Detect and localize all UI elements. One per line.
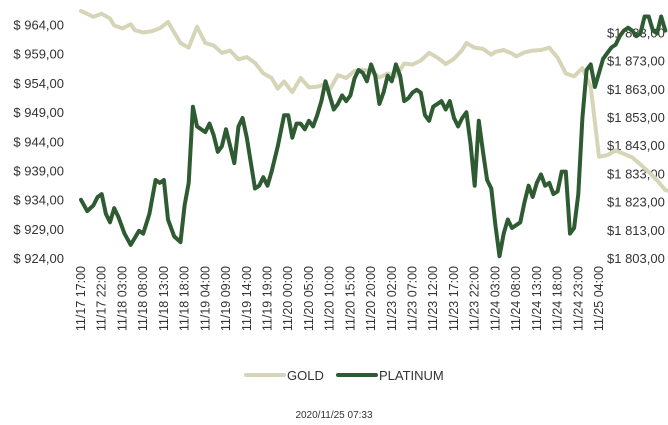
x-tick-label: 11/23 02:00 <box>385 266 399 331</box>
x-tick-label: 11/20 20:00 <box>364 266 378 331</box>
x-tick-label: 11/20 10:00 <box>323 266 337 331</box>
x-tick-label: 11/19 19:00 <box>260 266 274 331</box>
x-tick-label: 11/25 04:00 <box>592 266 606 331</box>
x-tick-label: 11/23 17:00 <box>447 266 461 331</box>
left-tick-label: $ 944,00 <box>13 134 64 149</box>
right-tick-label: $1 853,00 <box>607 110 665 125</box>
x-tick-label: 11/23 07:00 <box>406 266 420 331</box>
x-tick-label: 11/18 18:00 <box>178 266 192 331</box>
legend-label-platinum: PLATINUM <box>379 368 444 383</box>
x-tick-label: 11/18 08:00 <box>136 266 150 331</box>
right-tick-label: $1 823,00 <box>607 195 665 210</box>
x-tick-label: 11/19 09:00 <box>219 266 233 331</box>
x-tick-label: 11/20 15:00 <box>343 266 357 331</box>
x-tick-label: 11/24 08:00 <box>509 266 523 331</box>
left-tick-label: $ 929,00 <box>13 222 64 237</box>
series-line-platinum <box>79 14 668 259</box>
series-lines <box>79 8 668 259</box>
left-tick-label: $ 939,00 <box>13 163 64 178</box>
right-tick-label: $1 843,00 <box>607 138 665 153</box>
left-tick-label: $ 954,00 <box>13 76 64 91</box>
x-tick-label: 11/24 23:00 <box>571 266 585 331</box>
right-tick-label: $1 833,00 <box>607 166 665 181</box>
x-tick-label: 11/24 03:00 <box>488 266 502 331</box>
x-tick-label: 11/19 14:00 <box>240 266 254 331</box>
x-tick-label: 11/23 12:00 <box>426 266 440 331</box>
left-tick-label: $ 934,00 <box>13 193 64 208</box>
x-tick-label: 11/17 22:00 <box>95 266 109 331</box>
right-tick-label: $1 803,00 <box>607 251 665 266</box>
x-tick-label: 11/17 17:00 <box>74 266 88 331</box>
x-tick-label: 11/24 18:00 <box>551 266 565 331</box>
series-line-gold <box>79 8 668 193</box>
x-tick-label: 11/24 13:00 <box>530 266 544 331</box>
legend: GOLD PLATINUM <box>244 368 444 383</box>
x-tick-label: 11/19 04:00 <box>198 266 212 331</box>
left-tick-label: $ 959,00 <box>13 47 64 62</box>
x-tick-label: 11/18 13:00 <box>157 266 171 331</box>
x-axis-ticks: 11/17 17:00 11/17 22:00 11/18 03:00 11/18 0… <box>74 266 606 331</box>
x-tick-label: 11/20 00:00 <box>281 266 295 331</box>
left-tick-label: $ 949,00 <box>13 105 64 120</box>
timestamp-footer: 2020/11/25 07:33 <box>295 410 373 421</box>
x-tick-label: 11/18 03:00 <box>115 266 129 331</box>
x-tick-label: 11/20 05:00 <box>302 266 316 331</box>
legend-label-gold: GOLD <box>287 368 324 383</box>
x-tick-label: 11/23 22:00 <box>468 266 482 331</box>
left-tick-label: $ 924,00 <box>13 251 64 266</box>
left-axis-ticks: $ 924,00 $ 929,00 $ 934,00 $ 939,00 $ 944,00… <box>13 18 64 266</box>
left-tick-label: $ 964,00 <box>13 18 64 33</box>
right-tick-label: $1 873,00 <box>607 54 665 69</box>
right-tick-label: $1 863,00 <box>607 82 665 97</box>
right-axis-ticks: $1 803,00 $1 813,00 $1 823,00 $1 833,00 $1 8… <box>607 25 665 266</box>
right-tick-label: $1 813,00 <box>607 223 665 238</box>
